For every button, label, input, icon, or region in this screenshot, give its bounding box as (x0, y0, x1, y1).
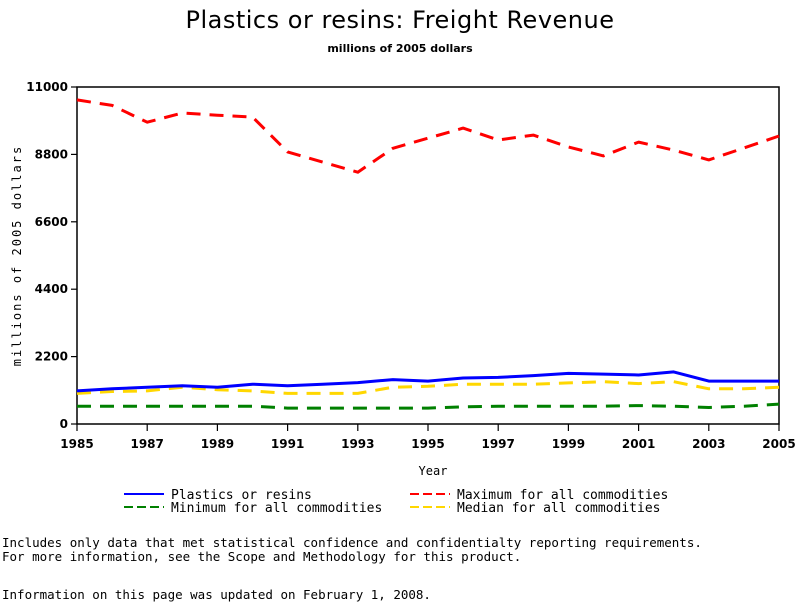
footnote-line-2: For more information, see the Scope and … (2, 550, 521, 564)
footnote-line-1: Includes only data that met statistical … (2, 536, 702, 550)
series-line-median-for-all-commodities (77, 382, 779, 394)
x-tick-label: 1999 (552, 437, 585, 451)
x-tick-label: 1995 (411, 437, 444, 451)
legend-label: Median for all commodities (457, 501, 661, 516)
y-tick-label: 4400 (35, 282, 68, 296)
series-line-maximum-for-all-commodities (77, 100, 779, 172)
series-layer (77, 100, 779, 408)
x-tick-label: 1993 (341, 437, 374, 451)
y-tick-label: 11000 (26, 80, 68, 94)
y-tick-label: 8800 (35, 147, 68, 161)
series-line-minimum-for-all-commodities (77, 404, 779, 408)
y-tick-label: 6600 (35, 215, 68, 229)
x-tick-label: 2003 (692, 437, 725, 451)
y-tick-label: 2200 (35, 350, 68, 364)
y-tick-label: 0 (60, 417, 68, 431)
x-tick-label: 1991 (271, 437, 304, 451)
x-tick-label: 1989 (201, 437, 234, 451)
legend-label: Minimum for all commodities (171, 501, 382, 516)
x-tick-label: 2001 (622, 437, 655, 451)
line-chart: 0 2200 4400 6600 8800 11000 1985 1987 1989 1991 19… (0, 0, 800, 530)
y-axis-title: millions of 2005 dollars (10, 145, 24, 366)
x-tick-label: 1997 (481, 437, 514, 451)
x-tick-label: 1985 (60, 437, 93, 451)
axes: 0 2200 4400 6600 8800 11000 1985 1987 1989 1991 19… (10, 80, 796, 478)
x-tick-label: 2005 (762, 437, 795, 451)
x-axis-title: Year (419, 464, 448, 478)
x-tick-label: 1987 (130, 437, 163, 451)
